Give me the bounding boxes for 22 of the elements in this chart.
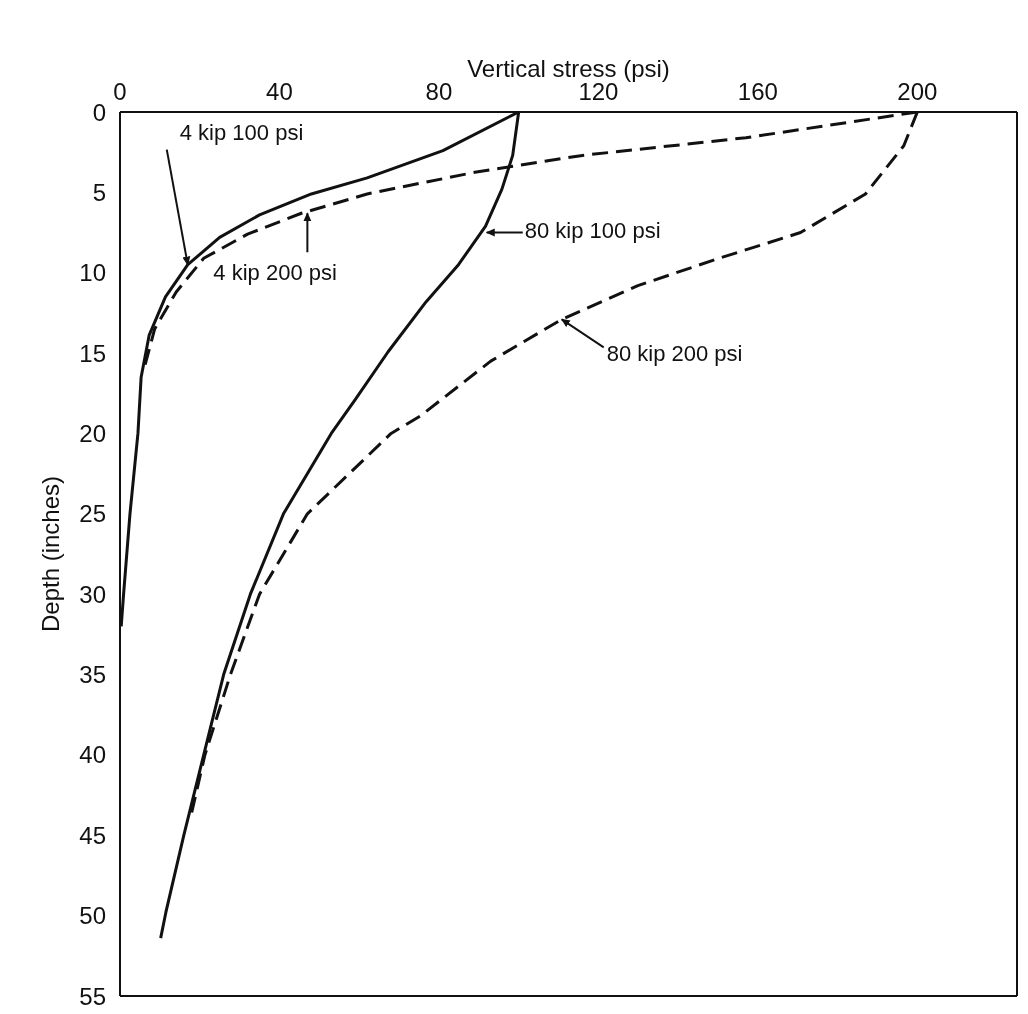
y-tick-label: 0	[92, 98, 106, 126]
y-tick-label: 45	[79, 821, 106, 849]
annotation: 4 kip 100 psi	[179, 119, 304, 145]
y-axis-title: Depth (inches)	[36, 475, 64, 633]
y-tick-label: 15	[79, 339, 106, 367]
y-tick-label: 25	[79, 500, 106, 528]
x-tick-label: 0	[113, 78, 127, 105]
y-tick-label: 20	[79, 419, 106, 447]
y-tick-label: 55	[79, 982, 106, 1010]
annotation: 80 kip 100 psi	[524, 217, 661, 243]
x-tick-label: 160	[737, 78, 778, 105]
y-tick-label: 30	[79, 580, 106, 608]
y-tick-label: 40	[79, 741, 106, 769]
annotation: 80 kip 200 psi	[606, 341, 743, 367]
x-tick-label: 80	[425, 78, 453, 105]
y-tick-label: 5	[92, 178, 106, 206]
x-tick-label: 40	[266, 78, 293, 105]
x-tick-label: 200	[897, 78, 938, 105]
y-tick-label: 35	[79, 661, 106, 689]
annotation: 4 kip 200 psi	[213, 260, 337, 286]
y-tick-label: 50	[79, 902, 106, 930]
y-tick-label: 10	[79, 259, 106, 287]
